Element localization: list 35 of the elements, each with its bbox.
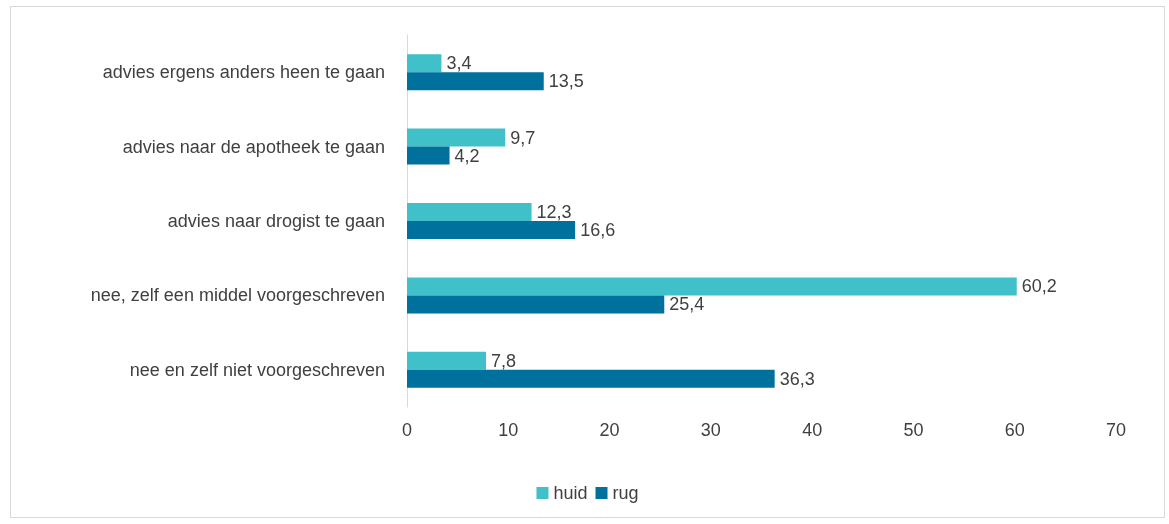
y-tick-label: nee en zelf niet voorgeschreven bbox=[129, 359, 385, 380]
x-tick-label: 10 bbox=[498, 420, 519, 440]
x-tick-label: 60 bbox=[1004, 420, 1025, 440]
bar bbox=[407, 146, 450, 165]
bar bbox=[407, 351, 486, 370]
data-label: 3,4 bbox=[446, 53, 472, 74]
y-tick-label: advies naar drogist te gaan bbox=[167, 211, 385, 231]
bar bbox=[407, 54, 442, 73]
x-tick-label: 30 bbox=[700, 420, 721, 440]
bar bbox=[407, 369, 775, 388]
x-tick-label: 50 bbox=[903, 420, 924, 440]
x-tick-label: 70 bbox=[1105, 420, 1127, 440]
bar bbox=[407, 221, 576, 239]
bar bbox=[407, 203, 532, 221]
x-tick-label: 20 bbox=[599, 420, 620, 440]
data-label: 36,3 bbox=[779, 368, 815, 389]
bar bbox=[407, 295, 665, 314]
data-label: 4,2 bbox=[454, 145, 480, 166]
y-tick-label: advies ergens anders heen te gaan bbox=[102, 62, 385, 83]
x-tick-label: 0 bbox=[401, 420, 413, 440]
data-label: 25,4 bbox=[669, 294, 705, 315]
legend-label: rug bbox=[612, 483, 639, 503]
bar bbox=[407, 128, 506, 147]
data-label: 7,8 bbox=[491, 350, 517, 371]
y-tick-label: nee, zelf een middel voorgeschreven bbox=[90, 285, 385, 306]
bar bbox=[407, 277, 1017, 296]
bar bbox=[407, 72, 544, 91]
x-tick-label: 40 bbox=[802, 420, 823, 440]
data-label: 13,5 bbox=[548, 71, 584, 92]
data-label: 9,7 bbox=[510, 127, 536, 148]
legend-label: huid bbox=[553, 483, 588, 503]
data-label: 16,6 bbox=[580, 220, 616, 240]
y-tick-label: advies naar de apotheek te gaan bbox=[122, 136, 385, 157]
data-label: 12,3 bbox=[536, 202, 572, 222]
data-label: 60,2 bbox=[1021, 276, 1057, 297]
